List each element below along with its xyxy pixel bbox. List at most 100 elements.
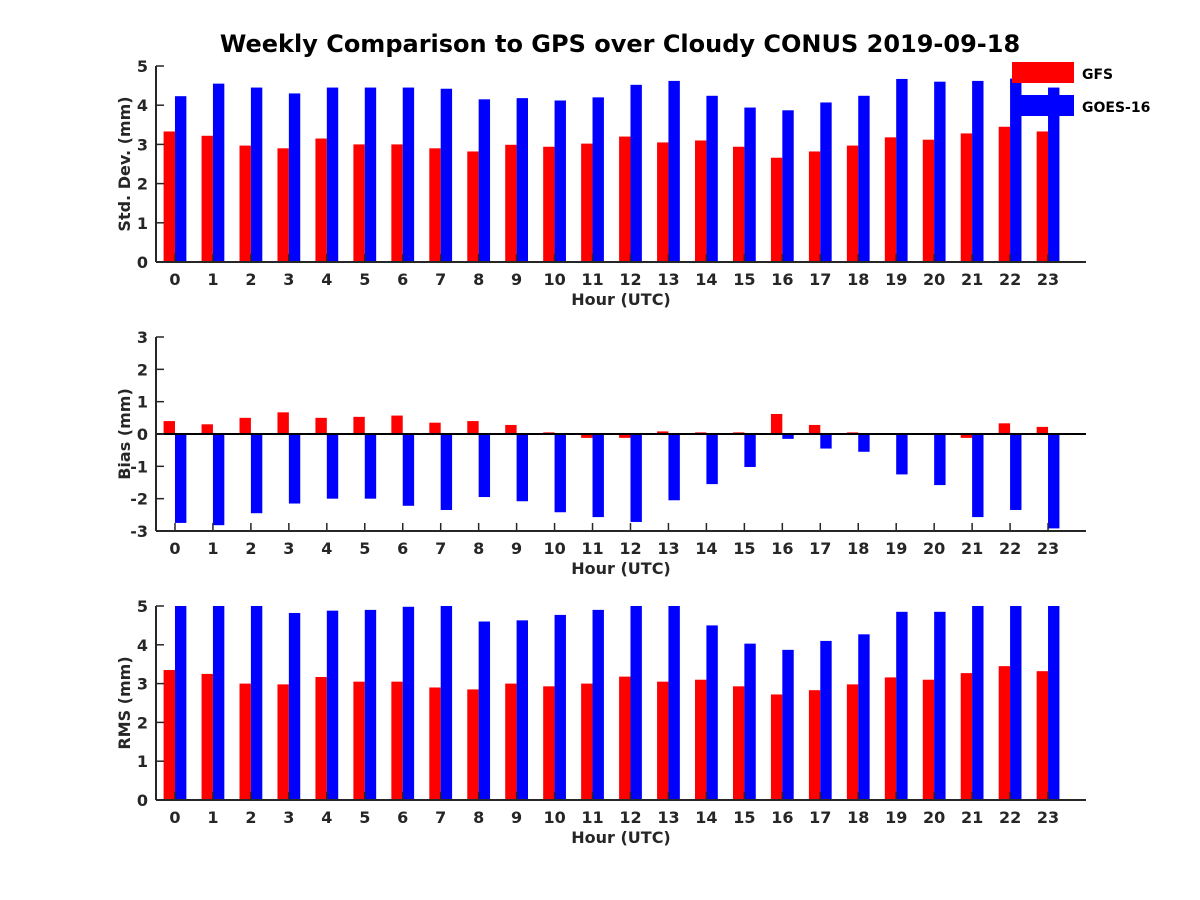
x-tick-label-1: 1 xyxy=(207,270,218,289)
bar-goes16-11 xyxy=(592,97,604,262)
bar-gfs-1 xyxy=(201,424,213,434)
bar-goes16-8 xyxy=(478,434,491,498)
x-tick-label-6: 6 xyxy=(397,808,408,827)
bar-gfs-19 xyxy=(884,137,897,262)
bar-gfs-13 xyxy=(657,431,669,434)
x-tick-label-17: 17 xyxy=(809,808,831,827)
bar-goes16-2 xyxy=(250,87,263,262)
bar-gfs-7 xyxy=(429,687,441,800)
y-tick-label-0: 0 xyxy=(137,425,148,444)
y-tick-label-3: 3 xyxy=(137,328,148,347)
y-tick-label-2: 2 xyxy=(137,175,148,194)
bar-gfs-22 xyxy=(998,126,1011,262)
bar-gfs-15 xyxy=(732,686,745,800)
x-tick-label-20: 20 xyxy=(923,539,945,558)
bar-goes16-13 xyxy=(668,606,680,800)
x-tick-label-14: 14 xyxy=(695,539,717,558)
bar-goes16-1 xyxy=(212,83,225,262)
x-tick-label-8: 8 xyxy=(473,808,484,827)
x-tick-label-14: 14 xyxy=(695,808,717,827)
bar-gfs-20 xyxy=(922,139,935,262)
bar-gfs-17 xyxy=(808,690,821,800)
y-axis-label: Std. Dev. (mm) xyxy=(115,96,134,231)
bar-goes16-3 xyxy=(288,612,301,800)
bar-goes16-16 xyxy=(782,649,794,800)
y-tick-label-1: 1 xyxy=(137,752,148,771)
bar-gfs-16 xyxy=(770,694,783,800)
x-tick-label-9: 9 xyxy=(511,539,522,558)
x-tick-label-12: 12 xyxy=(619,539,641,558)
bar-goes16-2 xyxy=(250,434,263,514)
bar-gfs-3 xyxy=(277,684,289,800)
bar-gfs-6 xyxy=(391,681,403,800)
bar-gfs-5 xyxy=(353,416,365,434)
x-tick-label-7: 7 xyxy=(435,539,446,558)
bar-gfs-11 xyxy=(581,683,593,800)
y-tick-label-2: 2 xyxy=(137,360,148,379)
x-tick-label-13: 13 xyxy=(657,539,679,558)
x-tick-label-22: 22 xyxy=(999,539,1021,558)
x-tick-label-5: 5 xyxy=(359,808,370,827)
bar-gfs-21 xyxy=(960,133,973,262)
x-tick-label-6: 6 xyxy=(397,539,408,558)
bar-gfs-21 xyxy=(960,673,973,800)
y-tick-label-5: 5 xyxy=(137,597,148,616)
bar-goes16-22 xyxy=(1010,606,1022,800)
bar-gfs-4 xyxy=(315,417,327,434)
bar-goes16-19 xyxy=(896,434,908,475)
bar-goes16-16 xyxy=(782,110,794,262)
x-tick-label-4: 4 xyxy=(321,270,332,289)
bar-goes16-3 xyxy=(288,93,301,262)
chart-title: Weekly Comparison to GPS over Cloudy CON… xyxy=(219,30,1021,58)
bar-gfs-8 xyxy=(467,689,479,800)
x-tick-label-18: 18 xyxy=(847,808,869,827)
bar-gfs-2 xyxy=(239,417,251,434)
x-tick-label-8: 8 xyxy=(473,539,484,558)
bar-goes16-9 xyxy=(516,620,528,800)
bar-gfs-23 xyxy=(1036,426,1049,434)
bar-goes16-7 xyxy=(440,606,453,800)
x-tick-label-3: 3 xyxy=(283,808,294,827)
bar-goes16-14 xyxy=(706,434,718,485)
bar-gfs-17 xyxy=(808,151,821,262)
bar-gfs-23 xyxy=(1036,671,1049,800)
bar-goes16-7 xyxy=(440,88,453,263)
bar-goes16-0 xyxy=(174,606,187,800)
x-tick-label-20: 20 xyxy=(923,808,945,827)
bar-gfs-3 xyxy=(277,148,289,262)
bar-goes16-23 xyxy=(1048,434,1060,529)
y-tick-label--3: -3 xyxy=(130,522,148,541)
x-tick-label-14: 14 xyxy=(695,270,717,289)
y-tick-label-0: 0 xyxy=(137,253,148,272)
x-tick-label-16: 16 xyxy=(771,808,793,827)
bar-goes16-17 xyxy=(820,102,832,263)
bar-gfs-17 xyxy=(808,424,821,434)
x-tick-label-22: 22 xyxy=(999,270,1021,289)
x-tick-label-15: 15 xyxy=(733,270,755,289)
bar-goes16-11 xyxy=(592,434,604,518)
bar-gfs-2 xyxy=(239,683,251,800)
bar-goes16-19 xyxy=(896,78,908,262)
bar-goes16-18 xyxy=(858,434,870,452)
legend-label-goes16: GOES-16 xyxy=(1082,100,1150,116)
bar-goes16-10 xyxy=(554,434,566,513)
x-axis-label: Hour (UTC) xyxy=(571,828,671,847)
x-tick-label-9: 9 xyxy=(511,270,522,289)
bar-goes16-4 xyxy=(326,610,339,800)
bar-goes16-17 xyxy=(820,640,832,800)
bar-goes16-6 xyxy=(402,434,415,506)
bar-gfs-14 xyxy=(695,679,707,800)
bar-gfs-7 xyxy=(429,148,441,262)
bar-goes16-10 xyxy=(554,614,566,800)
bar-gfs-14 xyxy=(695,140,707,262)
bar-goes16-6 xyxy=(402,87,415,262)
bar-goes16-15 xyxy=(744,107,756,262)
bar-gfs-15 xyxy=(732,146,745,262)
bar-goes16-14 xyxy=(706,95,718,262)
bar-goes16-9 xyxy=(516,434,528,502)
bar-goes16-2 xyxy=(250,606,263,800)
x-tick-label-3: 3 xyxy=(283,539,294,558)
